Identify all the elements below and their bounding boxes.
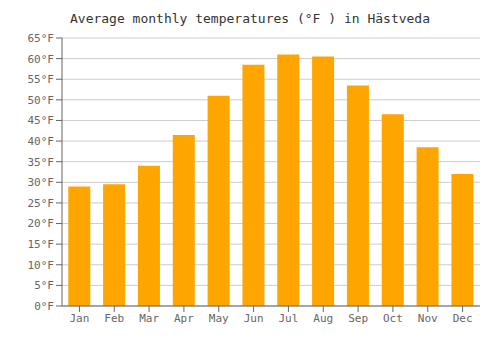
svg-text:Jan: Jan [69,312,89,325]
svg-text:30°F: 30°F [28,176,55,189]
svg-text:Aug: Aug [313,312,333,325]
svg-text:0°F: 0°F [34,300,54,313]
svg-text:Feb: Feb [104,312,124,325]
svg-text:45°F: 45°F [28,114,55,127]
svg-text:35°F: 35°F [28,156,55,169]
svg-text:Sep: Sep [348,312,368,325]
svg-text:60°F: 60°F [28,53,55,66]
svg-text:Nov: Nov [418,312,438,325]
svg-text:May: May [209,312,229,325]
svg-text:40°F: 40°F [28,135,55,148]
svg-text:15°F: 15°F [28,238,55,251]
svg-text:25°F: 25°F [28,197,55,210]
svg-text:65°F: 65°F [28,32,55,45]
svg-text:10°F: 10°F [28,259,55,272]
svg-text:5°F: 5°F [34,279,54,292]
svg-text:Dec: Dec [453,312,473,325]
svg-text:Oct: Oct [383,312,403,325]
svg-text:Apr: Apr [174,312,194,325]
svg-text:Mar: Mar [139,312,159,325]
svg-text:Jul: Jul [278,312,298,325]
html-text:Average monthly temperatures (: Average monthly temperatures (°F ) in Hä… [70,11,430,26]
svg-text:20°F: 20°F [28,217,55,230]
svg-text:Jun: Jun [244,312,264,325]
svg-text:50°F: 50°F [28,94,55,107]
svg-text:55°F: 55°F [28,73,55,86]
